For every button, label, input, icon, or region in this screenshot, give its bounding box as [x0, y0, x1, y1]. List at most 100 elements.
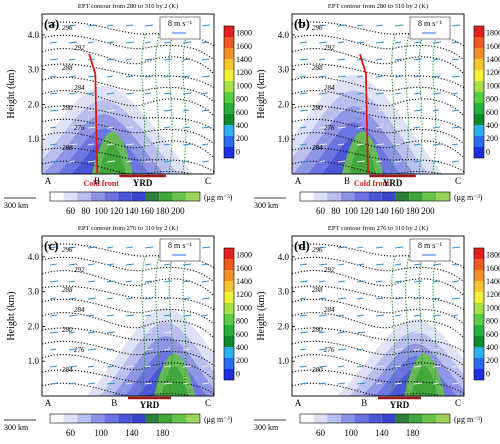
- wind-vector: [394, 382, 403, 385]
- conc-colorbar-swatch: [381, 192, 396, 201]
- conc-colorbar-swatch: [186, 414, 200, 423]
- wind-vector: [337, 24, 347, 27]
- wind-vector: [394, 24, 404, 27]
- ept-contour: [42, 63, 214, 89]
- conc-unit: (μg m⁻³): [454, 193, 483, 202]
- wind-vector: [68, 75, 77, 78]
- wind-vector: [68, 143, 78, 146]
- cold-front-label: Cold front: [354, 179, 390, 188]
- wind-vector: [106, 314, 115, 317]
- panel-title: EPT contour from 276 to 310 by 2 (K): [328, 225, 428, 232]
- conc-colorbar-tick: 160: [390, 206, 404, 216]
- wind-vector: [163, 348, 171, 351]
- wind-vector: [106, 109, 116, 112]
- wind-vector: [413, 314, 422, 317]
- flux-colorbar-swatch: [224, 26, 234, 37]
- flux-colorbar-tick: 400: [486, 121, 498, 130]
- wind-reference: 8 m s⁻¹: [159, 238, 201, 262]
- flux-colorbar-tick: 800: [236, 317, 248, 326]
- wind-vector: [49, 246, 57, 249]
- wind-vector: [451, 126, 461, 129]
- wind-vector: [144, 365, 152, 368]
- wind-vector: [106, 263, 115, 266]
- flux-colorbar-swatch: [224, 270, 234, 281]
- ept-contour: [292, 340, 464, 367]
- contour-label: 296: [312, 246, 323, 254]
- wind-vector: [299, 126, 307, 129]
- wind-vector: [106, 160, 116, 163]
- conc-colorbar-frame: [299, 191, 451, 202]
- wind-vector: [68, 41, 78, 44]
- panel-label: (b): [294, 16, 310, 31]
- flux-colorbar-swatch: [224, 259, 234, 270]
- flux-contour: [431, 255, 437, 396]
- wind-vector: [299, 24, 307, 27]
- flux-colorbar-swatch: [224, 369, 234, 380]
- cold-front-line: [88, 53, 99, 175]
- y-axis-label: Height (km): [256, 291, 267, 340]
- conc-colorbar-swatch: [409, 414, 423, 423]
- wind-vector: [163, 297, 171, 300]
- flux-colorbar-tick: 1200: [236, 290, 252, 299]
- flux-colorbar-tick: 800: [236, 95, 248, 104]
- wind-vector: [125, 280, 133, 283]
- contour-label: 284: [62, 366, 73, 374]
- wind-vector: [318, 24, 327, 27]
- wind-vector: [163, 331, 173, 334]
- wind-vector: [201, 314, 209, 317]
- wind-vector: [318, 297, 327, 300]
- ept-contour: [292, 256, 464, 283]
- wind-vector: [68, 246, 77, 249]
- conc-colorbar-swatch: [118, 192, 132, 201]
- wind-vector: [299, 263, 308, 266]
- wind-vector: [318, 246, 327, 249]
- wind-vector: [49, 365, 58, 368]
- conc-colorbar-tick: 60: [316, 428, 326, 438]
- wind-reference: 8 m s⁻¹: [409, 16, 451, 40]
- wind-vector: [68, 126, 77, 129]
- wind-vector: [163, 75, 171, 78]
- ept-contour: [292, 34, 464, 61]
- wind-vector: [125, 348, 134, 351]
- contour-label: 292: [74, 44, 85, 52]
- section-point-B: B: [344, 176, 350, 186]
- panel-c: EPT contour from 276 to 310 by 2 (K) 296 2…: [4, 225, 252, 438]
- conc-colorbar-swatch: [118, 414, 132, 423]
- flux-colorbar-tick: 200: [236, 356, 248, 365]
- wind-vector: [182, 297, 191, 300]
- wind-vector: [49, 297, 57, 300]
- wind-vector: [49, 280, 59, 283]
- flux-contour: [140, 33, 146, 174]
- wind-vector: [356, 331, 366, 334]
- wind-vector: [413, 331, 423, 334]
- wind-vector: [451, 280, 460, 283]
- plot-frame: [291, 13, 465, 175]
- y-tick-label: 3.0: [278, 287, 290, 297]
- conc-colorbar-swatch: [50, 192, 64, 201]
- wind-vector: [451, 348, 461, 351]
- wind-vector: [87, 382, 96, 385]
- wind-vector: [125, 92, 135, 95]
- wind-vector: [144, 331, 153, 334]
- flux-colorbar-swatch: [224, 358, 234, 369]
- flux-colorbar-tick: 1200: [486, 290, 500, 299]
- wind-vector: [432, 92, 442, 95]
- plot-area: [292, 243, 464, 396]
- wind-vector: [299, 41, 308, 44]
- wind-vector: [318, 92, 328, 95]
- wind-vector: [87, 331, 96, 334]
- conc-colorbar-tick: 100: [94, 428, 108, 438]
- wind-vector: [182, 92, 192, 95]
- contour-label: 284: [324, 306, 335, 314]
- flux-colorbar-swatch: [474, 114, 484, 125]
- wind-vector: [106, 348, 114, 351]
- wind-vector: [451, 24, 461, 27]
- wind-vector: [144, 58, 153, 61]
- wind-vector: [318, 109, 326, 112]
- contour-label: 284: [324, 84, 335, 92]
- conc-colorbar-swatch: [313, 192, 328, 201]
- wind-vector: [375, 143, 385, 146]
- wind-vector: [356, 143, 365, 146]
- wind-vector: [106, 24, 114, 27]
- wind-vector: [182, 365, 192, 368]
